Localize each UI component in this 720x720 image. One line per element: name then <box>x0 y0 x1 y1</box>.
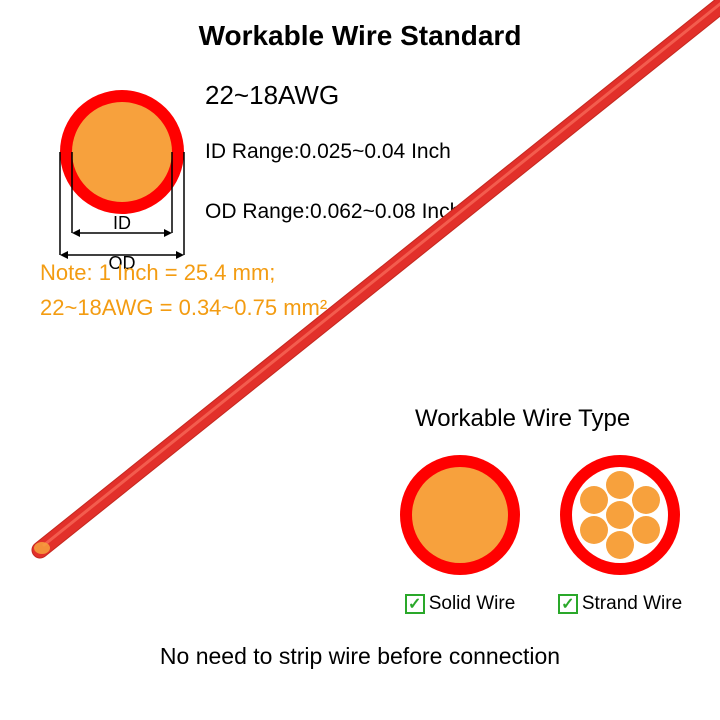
id-label: ID <box>113 213 131 233</box>
check-icon: ✓ <box>405 594 425 614</box>
solid-wire-label: Solid Wire <box>429 593 516 615</box>
strand-wire-label-row: ✓ Strand Wire <box>555 593 685 615</box>
od-range-text: OD Range:0.062~0.08 Inch <box>205 200 461 224</box>
cs-inner-circle <box>72 102 172 202</box>
solid-wire-icon <box>395 450 525 580</box>
id-range-text: ID Range:0.025~0.04 Inch <box>205 140 451 164</box>
awg-spec: 22~18AWG <box>205 80 339 111</box>
strand-wire-block: ✓ Strand Wire <box>555 450 685 615</box>
solid-wire-block: ✓ Solid Wire <box>395 450 525 615</box>
note-line-1: Note: 1 Inch = 25.4 mm; <box>40 260 275 286</box>
strand-wire-icon <box>555 450 685 580</box>
solid-wire-label-row: ✓ Solid Wire <box>395 593 525 615</box>
note-line-2: 22~18AWG = 0.34~0.75 mm² <box>40 295 327 321</box>
cross-section-diagram: ID OD <box>45 85 200 270</box>
strand-wire-label: Strand Wire <box>582 593 682 615</box>
wire-type-title: Workable Wire Type <box>415 405 630 433</box>
footer-text: No need to strip wire before connection <box>0 643 720 670</box>
check-icon: ✓ <box>558 594 578 614</box>
page-title: Workable Wire Standard <box>0 20 720 52</box>
